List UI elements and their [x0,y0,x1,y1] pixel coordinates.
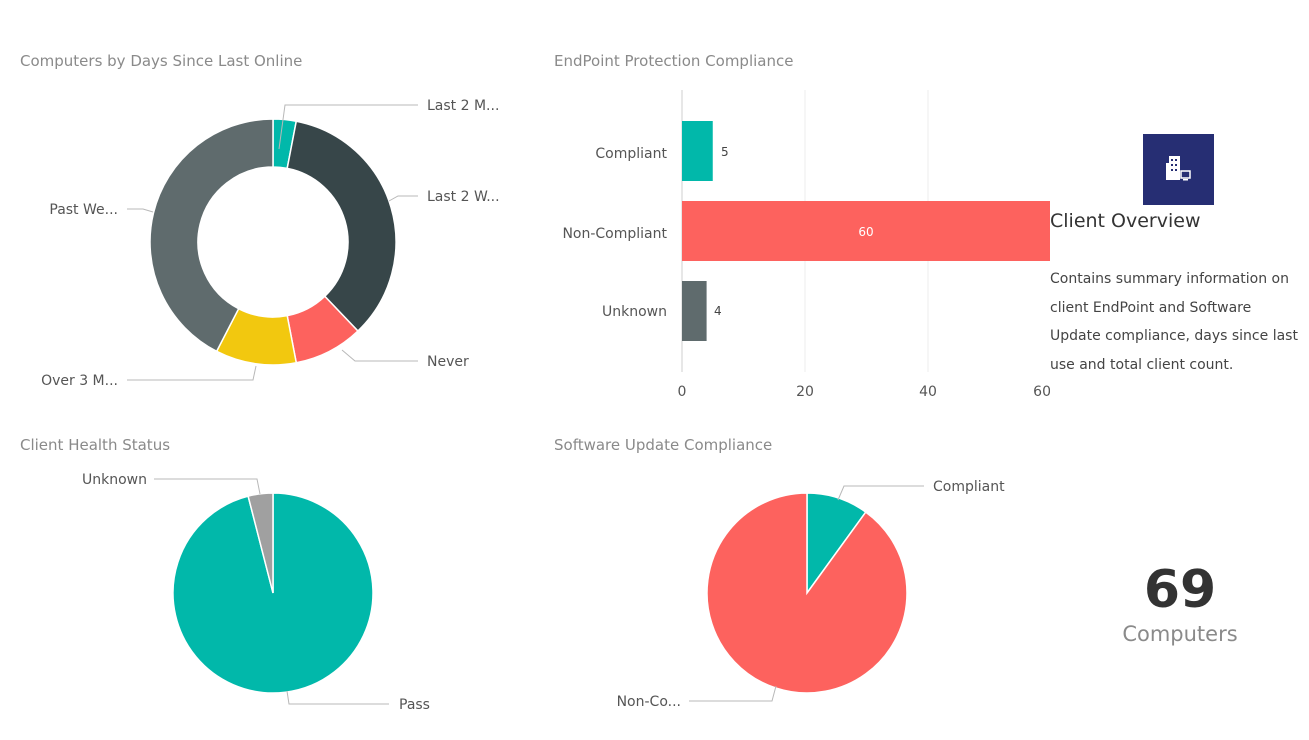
endpoint-data-label-unknown: 4 [714,304,722,318]
endpoint-xtick-60: 60 [1033,384,1050,400]
donut-slice-past-we[interactable] [149,118,274,353]
endpoint-xtick-20: 20 [796,384,814,400]
donut-label-never: Never [427,354,469,370]
client-overview-description: Contains summary information on client E… [1050,271,1298,374]
computers-count: 69 [1143,560,1217,620]
software-update-pie-chart[interactable]: Compliant Non-Co... [530,420,1050,740]
days-online-donut-chart[interactable]: Last 2 M... Last 2 W... Never Over 3 M..… [0,0,530,420]
client-health-pie-chart[interactable]: Unknown Pass [0,420,530,740]
computers-card[interactable]: 69 Computers [1080,560,1280,670]
software-slice-non-co[interactable] [706,492,908,694]
endpoint-xtick-0: 0 [678,384,687,400]
donut-label-past-week: Past We... [49,202,118,218]
client-health-tile[interactable]: Client Health Status Unknown Pass [0,420,530,740]
endpoint-data-label-non-compliant: 60 [858,225,873,239]
endpoint-bar-non-compliant[interactable] [682,201,1050,261]
software-label-compliant: Compliant [933,479,1005,495]
health-label-unknown: Unknown [82,472,147,488]
client-overview-title: Client Overview [1050,210,1201,232]
days-online-title: Computers by Days Since Last Online [20,52,303,70]
client-health-leaders [154,478,389,705]
client-health-title: Client Health Status [20,436,171,454]
endpoint-bar-chart[interactable]: Compliant Non-Compliant Unknown 0 20 40 … [530,0,1050,420]
endpoint-category-non-compliant: Non-Compliant [562,226,667,242]
building-computer-icon [1166,156,1191,181]
software-update-title: Software Update Compliance [554,436,773,454]
endpoint-data-label-compliant: 5 [721,145,729,159]
donut-label-last-2-weeks: Last 2 W... [427,189,500,205]
endpoint-xtick-40: 40 [919,384,937,400]
days-online-leaders [127,104,418,381]
computers-label: Computers [1122,622,1238,646]
endpoint-title: EndPoint Protection Compliance [554,52,794,70]
software-update-tile[interactable]: Software Update Compliance Compliant Non… [530,420,1050,740]
client-overview-tile[interactable]: Client Overview Contains summary informa… [1050,134,1309,384]
endpoint-bar-unknown[interactable] [682,281,707,341]
days-online-tile[interactable]: Computers by Days Since Last Online Last… [0,0,530,420]
endpoint-category-unknown: Unknown [602,304,667,320]
donut-slice-last-2-w[interactable] [286,120,397,333]
donut-label-last-2-months: Last 2 M... [427,98,499,114]
endpoint-category-compliant: Compliant [595,146,667,162]
donut-label-over-3-months: Over 3 M... [41,373,118,389]
endpoint-tile[interactable]: EndPoint Protection Compliance Compliant… [530,0,1050,420]
software-label-non-compliant: Non-Co... [617,694,681,710]
endpoint-bar-compliant[interactable] [682,121,713,181]
software-update-leaders [689,485,924,702]
client-overview-icon-box [1143,134,1214,205]
health-label-pass: Pass [399,697,430,713]
